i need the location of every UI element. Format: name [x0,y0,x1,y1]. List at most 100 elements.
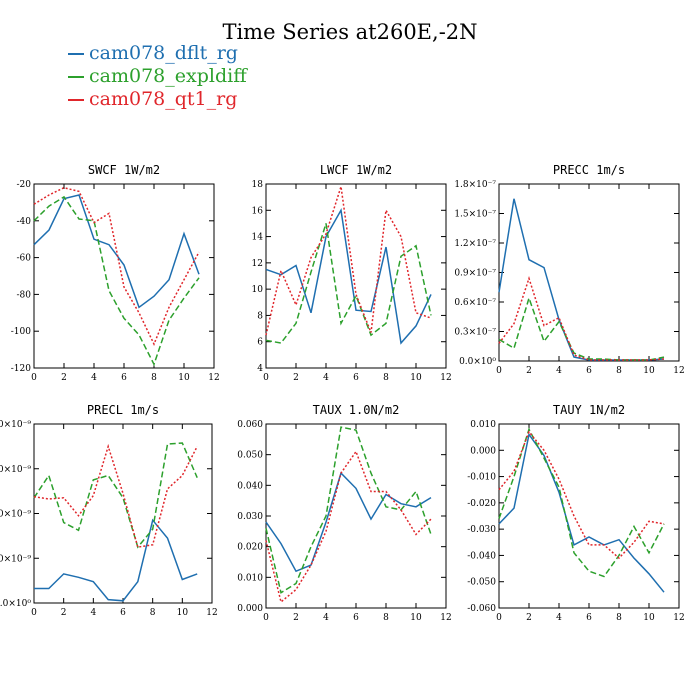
precl-series-cam078-dflt-rg [34,518,198,602]
tauy-series-cam078-qt1-rg [498,430,665,560]
swcf-ytick-label-2: -80 [17,290,32,300]
tauy-xtick-label-0: 0 [496,613,502,623]
swcf-series-cam078-expldiff [33,195,200,367]
precc-xtick-label-2: 4 [556,366,562,376]
legend-swatch-expldiff [68,75,84,78]
swcf-ytick-label-0: -120 [11,364,31,374]
taux-frame [265,423,447,609]
lwcf-xtick-label-2: 4 [323,373,329,383]
tauy-ytick-label-5: -0.010 [467,473,496,483]
swcf-ytick-label-3: -60 [17,254,32,264]
lwcf-xtick-label-3: 6 [353,373,359,383]
precc-frame [498,183,680,362]
taux-ytick-label-3: 0.030 [237,512,263,522]
tauy-xtick-label-3: 6 [586,613,592,623]
taux-ytick-label-0: 0.000 [237,604,263,614]
swcf-series-cam078-dflt-rg [33,194,200,309]
tauy-ytick-label-6: 0.000 [470,446,496,456]
tauy-series-cam078-expldiff [498,427,665,578]
swcf-ytick-label-4: -40 [17,217,32,227]
precc-ytick-label-0: 0.0×10⁰ [459,357,496,367]
tauy-series-cam078-dflt-rg [498,432,665,593]
legend-swatch-qt1 [68,98,84,101]
precl-ytick-label-0: 0.0×10⁰ [0,599,31,609]
swcf-title: SWCF 1W/m2 [88,163,160,177]
lwcf-series-cam078-expldiff [265,223,432,344]
lwcf-ytick-label-2: 8 [257,311,263,321]
taux-title: TAUX 1.0N/m2 [313,403,400,417]
precl-xtick-label-6: 12 [206,608,217,618]
precc-title: PRECC 1m/s [553,163,625,177]
precl-title: PRECL 1m/s [87,403,159,417]
lwcf-title: LWCF 1W/m2 [320,163,392,177]
precc-ytick-label-1: 0.3×10⁻⁷ [454,328,496,338]
swcf-frame [33,183,215,369]
precc-xtick-label-3: 6 [586,366,592,376]
swcf-xtick-label-0: 0 [31,373,37,383]
taux-ytick-label-5: 0.050 [237,451,263,461]
lwcf-xtick-label-0: 0 [263,373,269,383]
precc-ytick-label-5: 1.5×10⁻⁷ [454,210,496,220]
swcf-xtick-label-3: 6 [121,373,127,383]
panel-precl: PRECL 1m/s 0 2 4 6 8 10 12 0.0×10⁰ 2.0×10⁻⁹ 4.0×10… [0,403,218,618]
lwcf-ytick-label-7: 18 [252,180,264,190]
taux-xtick-label-5: 10 [410,613,422,623]
lwcf-ytick-label-1: 6 [257,338,263,348]
precl-xtick-label-4: 8 [150,608,156,618]
tauy-ytick-label-4: -0.020 [467,499,496,509]
precc-xtick-label-1: 2 [526,366,532,376]
legend-label-dflt: cam078_dflt_rg [89,42,238,64]
precl-xtick-label-2: 4 [90,608,96,618]
lwcf-ytick-label-0: 4 [257,364,263,374]
panel-taux: TAUX 1.0N/m2 0 2 4 6 8 10 12 0.000 0.010 0.020 0.03… [237,403,451,623]
taux-xtick-label-0: 0 [263,613,269,623]
precl-xtick-label-5: 10 [177,608,189,618]
lwcf-xtick-label-6: 12 [440,373,451,383]
legend-label-qt1: cam078_qt1_rg [89,88,238,110]
tauy-xtick-label-5: 10 [643,613,655,623]
tauy-ytick-label-3: -0.030 [467,525,496,535]
precl-xtick-label-3: 6 [120,608,126,618]
lwcf-ytick-label-3: 10 [252,285,264,295]
precc-xtick-label-0: 0 [496,366,502,376]
precl-ytick-label-4: 8.0×10⁻⁹ [0,420,31,430]
taux-xtick-label-1: 2 [293,613,299,623]
taux-ytick-label-1: 0.010 [237,573,263,583]
taux-series-cam078-qt1-rg [265,450,432,604]
lwcf-ytick-label-6: 16 [252,206,264,216]
tauy-ytick-label-0: -0.060 [467,604,496,614]
taux-xtick-label-3: 6 [353,613,359,623]
precl-ytick-label-2: 4.0×10⁻⁹ [0,510,31,520]
taux-series-cam078-dflt-rg [265,471,432,573]
taux-ytick-label-4: 0.040 [237,481,263,491]
tauy-ytick-label-2: -0.040 [467,551,496,561]
taux-ytick-label-2: 0.020 [237,543,263,553]
panel-lwcf: LWCF 1W/m2 0 2 4 6 8 10 12 4 6 8 10 12 14 16 18 [252,163,452,383]
precl-xtick-label-1: 2 [61,608,67,618]
precc-ytick-label-4: 1.2×10⁻⁷ [454,239,496,249]
precl-ytick-label-1: 2.0×10⁻⁹ [0,554,31,564]
taux-xtick-label-2: 4 [323,613,329,623]
tauy-xtick-label-4: 8 [616,613,622,623]
tauy-xtick-label-6: 12 [673,613,684,623]
swcf-xtick-label-4: 8 [151,373,157,383]
panel-tauy: TAUY 1N/m2 0 2 4 6 8 10 12 -0.060 -0.050 -0.040 -0.… [467,403,685,623]
taux-xtick-label-4: 8 [383,613,389,623]
swcf-ytick-label-5: -20 [17,180,32,190]
precl-series-cam078-expldiff [33,442,198,549]
legend: cam078_dflt_rg cam078_expldiff cam078_qt… [68,42,247,111]
taux-xtick-label-6: 12 [440,613,451,623]
lwcf-xtick-label-5: 10 [410,373,422,383]
tauy-ytick-label-7: 0.010 [470,420,496,430]
precc-xtick-label-5: 10 [643,366,655,376]
lwcf-xtick-label-4: 8 [383,373,389,383]
precl-xtick-label-0: 0 [31,608,37,618]
swcf-xtick-label-5: 10 [178,373,190,383]
precl-ytick-label-3: 6.0×10⁻⁹ [0,465,31,475]
precc-series-cam078-qt1-rg [498,275,665,361]
precc-ytick-label-2: 0.6×10⁻⁷ [454,298,496,308]
precc-xtick-label-4: 8 [616,366,622,376]
legend-item-qt1: cam078_qt1_rg [68,88,247,111]
precc-xtick-label-6: 12 [673,366,684,376]
lwcf-xtick-label-1: 2 [293,373,299,383]
